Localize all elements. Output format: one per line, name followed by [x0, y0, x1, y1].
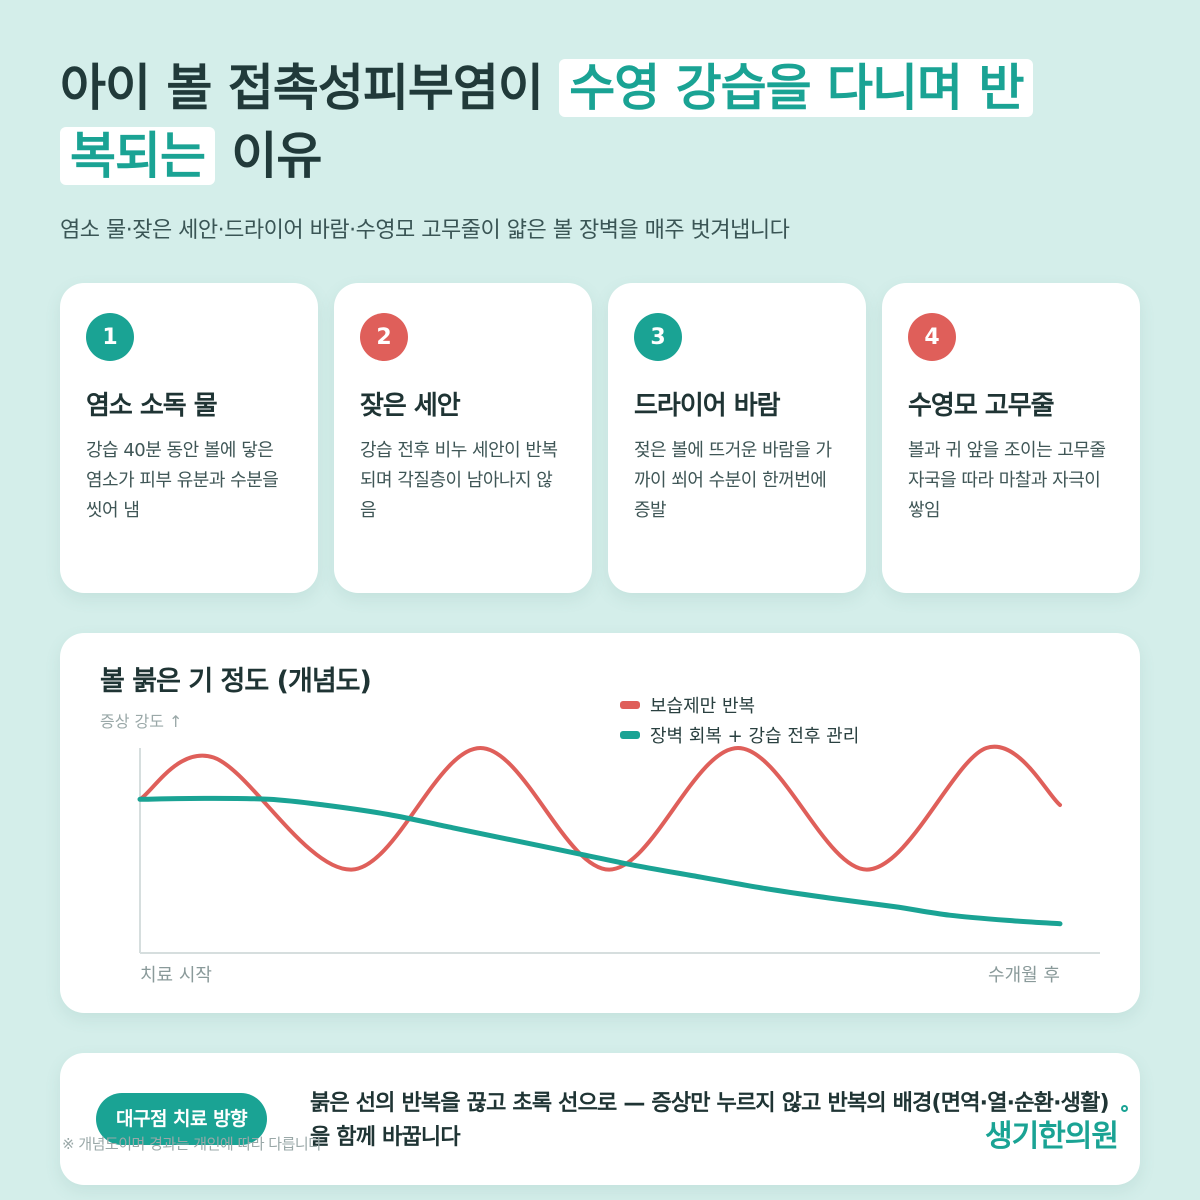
chart-legend: 보습제만 반복 장벽 회복 + 강습 전후 관리 — [620, 696, 859, 747]
logo-dot-icon — [1121, 1105, 1128, 1112]
clinic-logo-text: 생기한의원 — [985, 1119, 1119, 1154]
legend-label-barrier-recovery: 장벽 회복 + 강습 전후 관리 — [650, 726, 859, 747]
x-start-label: 치료 시작 — [140, 965, 212, 986]
card-description: 볼과 귀 앞을 조이는 고무줄 자국을 따라 마찰과 자극이 쌓임 — [908, 440, 1106, 521]
card-number-badge: 3 — [634, 313, 682, 361]
cause-card-4: 4 수영모 고무줄 볼과 귀 앞을 조이는 고무줄 자국을 따라 마찰과 자극이… — [882, 283, 1140, 593]
chart-card: 볼 붉은 기 정도 (개념도) 증상 강도 ↑ 치료 시작 수개월 후 보습제만… — [60, 633, 1140, 1013]
series-line-moisturizer-only — [138, 744, 1062, 872]
card-number-badge: 1 — [86, 313, 134, 361]
branch-badge: 대구점 치료 방향 — [96, 1093, 268, 1145]
disclaimer-note: ※ 개념도이며 경과는 개인에 따라 다릅니다 — [62, 1135, 322, 1153]
clinic-logo: 생기한의원 — [985, 1105, 1128, 1155]
card-number-badge: 4 — [908, 313, 956, 361]
cause-card-2: 2 잦은 세안 강습 전후 비누 세안이 반복되며 각질층이 남아나지 않음 — [334, 283, 592, 593]
card-title: 염소 소독 물 — [86, 391, 218, 421]
card-description: 강습 40분 동안 볼에 닿은 염소가 피부 유분과 수분을 씻어 냄 — [86, 440, 279, 521]
legend-swatch-teal — [620, 731, 640, 739]
cause-card-1: 1 염소 소독 물 강습 40분 동안 볼에 닿은 염소가 피부 유분과 수분을… — [60, 283, 318, 593]
cause-card-3: 3 드라이어 바람 젖은 볼에 뜨거운 바람을 가까이 쐬어 수분이 한꺼번에 … — [608, 283, 866, 593]
card-title: 수영모 고무줄 — [908, 391, 1055, 421]
treatment-message: 붉은 선의 반복을 끊고 초록 선으로 — 증상만 누르지 않고 반복의 배경(… — [310, 1091, 1110, 1150]
cause-cards: 1 염소 소독 물 강습 40분 동안 볼에 닿은 염소가 피부 유분과 수분을… — [60, 283, 1140, 593]
card-number-badge: 2 — [360, 313, 408, 361]
symptom-chart: 증상 강도 ↑ 치료 시작 수개월 후 보습제만 반복 장벽 회복 + 강습 전… — [100, 696, 1100, 986]
treatment-direction-card: 대구점 치료 방향 붉은 선의 반복을 끊고 초록 선으로 — 증상만 누르지 … — [60, 1053, 1140, 1185]
page-subtitle: 염소 물·잦은 세안·드라이어 바람·수영모 고무줄이 얇은 볼 장벽을 매주 … — [60, 218, 790, 243]
chart-series — [137, 744, 1063, 927]
card-title: 잦은 세안 — [360, 391, 461, 421]
card-description: 젖은 볼에 뜨거운 바람을 가까이 쐬어 수분이 한꺼번에 증발 — [634, 440, 832, 521]
x-end-label: 수개월 후 — [988, 965, 1060, 986]
title-highlight-2: 복되는 — [60, 127, 215, 185]
series-line-barrier-recovery — [137, 795, 1063, 927]
legend-swatch-red — [620, 701, 640, 709]
title-highlight-1: 수영 강습을 다니며 반 — [559, 59, 1034, 117]
title-part2: 이유 — [215, 127, 322, 185]
card-description: 강습 전후 비누 세안이 반복되며 각질층이 남아나지 않음 — [360, 440, 558, 521]
card-title: 드라이어 바람 — [634, 391, 781, 421]
title-part1: 아이 볼 접촉성피부염이 — [60, 59, 560, 117]
chart-title: 볼 붉은 기 정도 (개념도) — [100, 666, 372, 697]
y-axis-label: 증상 강도 ↑ — [100, 712, 182, 731]
legend-label-moisturizer-only: 보습제만 반복 — [650, 696, 755, 717]
